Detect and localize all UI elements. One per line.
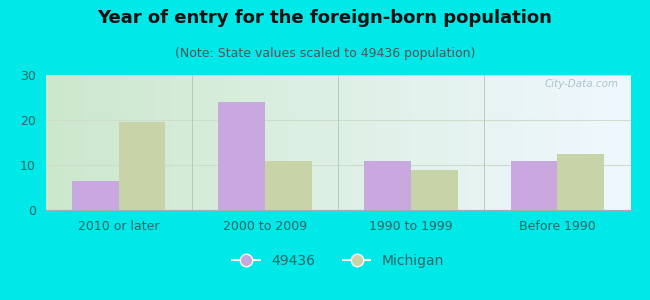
Bar [72,181,118,210]
Bar [411,169,458,210]
Text: Year of entry for the foreign-born population: Year of entry for the foreign-born popul… [98,9,552,27]
Bar [118,122,165,210]
Bar [265,160,311,210]
Text: City-Data.com: City-Data.com [545,79,619,89]
Bar [218,102,265,210]
Legend: 49436, Michigan: 49436, Michigan [226,248,450,273]
Bar [558,154,604,210]
Text: (Note: State values scaled to 49436 population): (Note: State values scaled to 49436 popu… [175,46,475,59]
Bar [365,160,411,210]
Bar [510,160,557,210]
